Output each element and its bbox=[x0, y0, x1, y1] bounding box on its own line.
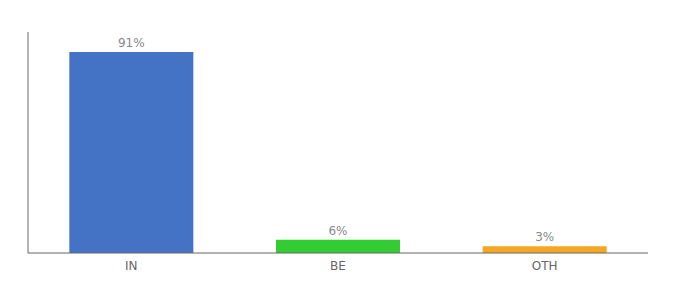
svg-text:BE: BE bbox=[330, 259, 346, 273]
svg-text:6%: 6% bbox=[328, 224, 347, 238]
svg-text:3%: 3% bbox=[535, 230, 554, 244]
svg-text:OTH: OTH bbox=[532, 259, 558, 273]
svg-text:IN: IN bbox=[125, 259, 138, 273]
svg-text:91%: 91% bbox=[118, 36, 145, 50]
